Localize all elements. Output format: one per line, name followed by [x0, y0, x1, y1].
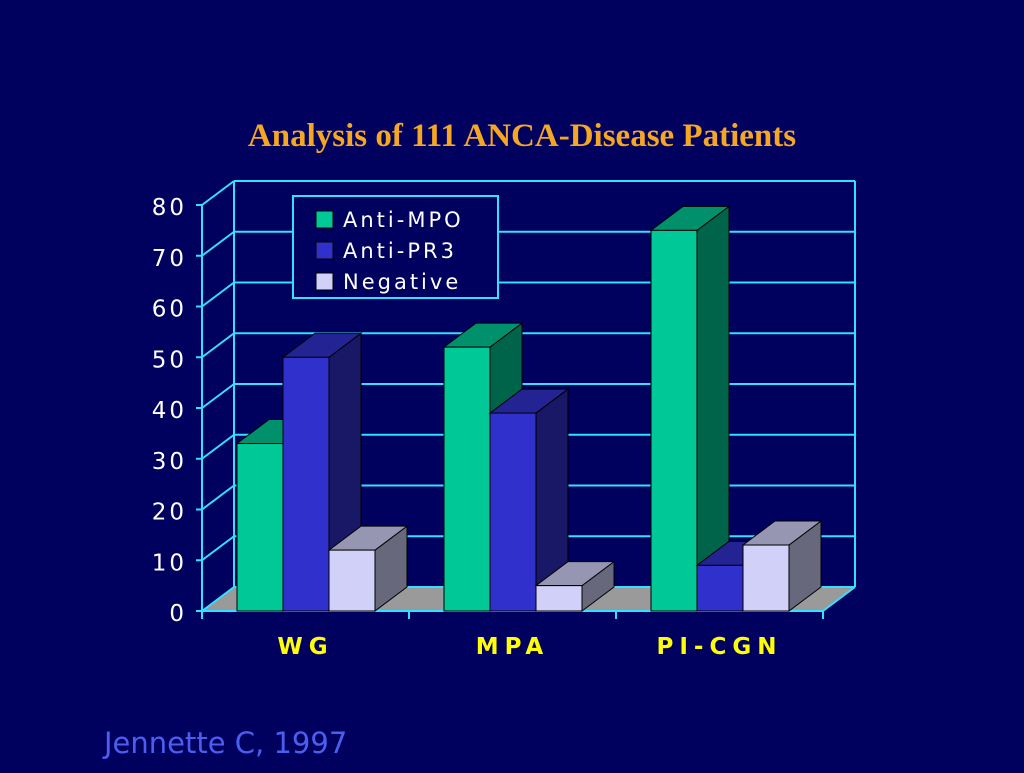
bar: [282, 356, 330, 612]
category-label: PI-CGN: [657, 634, 783, 660]
y-tick-label: 40: [152, 398, 187, 424]
side-gridline: [201, 586, 235, 612]
y-tick-label: 60: [152, 297, 187, 323]
y-tick-label: 10: [152, 550, 187, 576]
y-tick-label: 0: [169, 601, 187, 627]
legend-label: Anti-PR3: [343, 239, 457, 263]
bar: [236, 443, 284, 612]
chart-title: Analysis of 111 ANCA-Disease Patients: [248, 118, 796, 154]
legend-label: Anti-MPO: [343, 208, 464, 232]
y-tick-label: 30: [152, 449, 187, 475]
floor-edge: [822, 586, 856, 612]
side-gridline: [201, 383, 235, 409]
y-tick-label: 80: [152, 195, 187, 221]
side-gridline: [201, 332, 235, 359]
bar: [443, 346, 491, 612]
citation: Jennette C, 1997: [104, 726, 348, 760]
side-gridline: [201, 230, 235, 257]
bar: [535, 585, 583, 612]
y-tick-label: 70: [152, 246, 187, 272]
bar: [489, 412, 537, 612]
side-gridline: [201, 433, 235, 460]
side-gridline: [201, 535, 235, 562]
y-tick-label: 20: [152, 500, 187, 526]
bar: [328, 549, 376, 612]
bar: [650, 229, 698, 612]
side-gridline: [201, 180, 235, 206]
bar: [742, 544, 790, 612]
side-gridline: [201, 484, 235, 511]
legend-label: Negative: [343, 270, 461, 294]
bar: [696, 564, 744, 612]
legend-swatch: [315, 210, 334, 229]
y-tick-label: 50: [152, 347, 187, 373]
category-label: MPA: [476, 634, 549, 660]
side-gridline: [201, 281, 235, 308]
category-label: WG: [277, 634, 333, 660]
legend-swatch: [315, 241, 334, 260]
legend-swatch: [315, 272, 334, 291]
